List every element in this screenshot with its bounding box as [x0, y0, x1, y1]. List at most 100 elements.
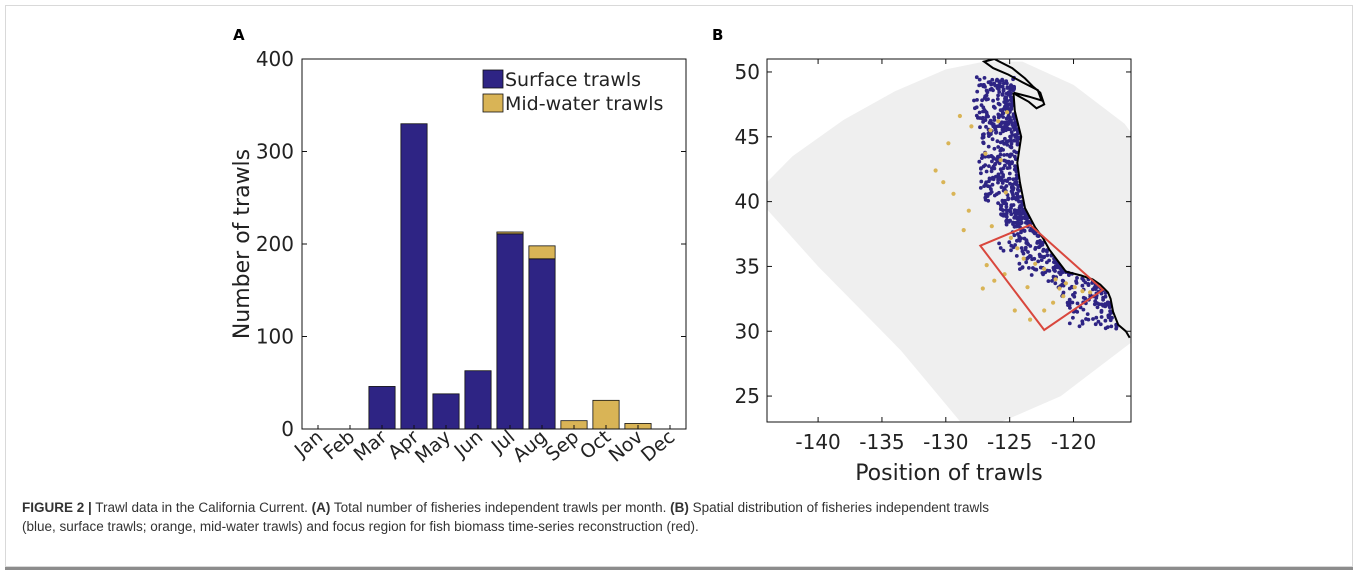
surface-trawl-point [988, 118, 993, 123]
surface-trawl-point [972, 98, 976, 103]
midwater-trawl-point [1028, 317, 1033, 322]
surface-trawl-point [1007, 171, 1012, 176]
surface-trawl-point [1005, 106, 1010, 111]
surface-trawl-point [988, 87, 993, 92]
surface-trawl-point [1005, 139, 1010, 144]
midwater-trawl-point [1003, 190, 1008, 195]
legend-swatch-midwater [482, 93, 504, 113]
surface-trawl-point [998, 203, 1003, 208]
surface-trawl-point [1099, 302, 1104, 307]
x-tick-label: -135 [859, 430, 904, 454]
surface-trawl-point [1080, 276, 1085, 281]
surface-trawl-point [987, 164, 991, 169]
axes-box-b [766, 58, 1132, 423]
surface-trawl-point [992, 162, 997, 167]
surface-trawl-point [1013, 243, 1017, 247]
surface-trawl-point [1009, 189, 1014, 194]
surface-trawl-point [1077, 324, 1082, 329]
surface-trawl-point [1013, 154, 1017, 159]
surface-trawl-point [998, 152, 1003, 157]
midwater-trawl-point [988, 128, 993, 133]
surface-trawl-point [1009, 206, 1013, 211]
midwater-trawl-point [980, 286, 985, 291]
map-chart-b: 25 30 35 40 45 50 -140 -135 -130 -125 -120 Position… [735, 58, 1132, 486]
surface-trawl-point [990, 137, 995, 142]
surface-trawl-point [990, 159, 994, 164]
surface-trawl-point [974, 75, 979, 80]
surface-trawl-point [1009, 203, 1014, 208]
surface-trawl-point [985, 90, 990, 95]
surface-trawl-point [1008, 127, 1012, 132]
surface-trawl-point [1003, 178, 1008, 183]
surface-trawl-point [992, 146, 997, 151]
surface-trawl-point [998, 81, 1002, 85]
surface-trawl-point [1007, 90, 1011, 95]
surface-trawl-point [1052, 268, 1056, 272]
surface-trawl-point [1003, 163, 1007, 168]
x-axis-label: Position of trawls [855, 461, 1043, 486]
midwater-trawl-point [1015, 246, 1020, 251]
surface-trawl-point [1001, 208, 1005, 213]
surface-trawl-point [996, 115, 1001, 120]
surface-trawl-point [1053, 281, 1058, 286]
surface-trawl-point [1006, 159, 1011, 164]
surface-trawl-point [1004, 204, 1009, 209]
surface-trawl-point [974, 105, 979, 110]
surface-trawl-point [987, 154, 991, 159]
surface-trawl-point [1008, 152, 1013, 157]
surface-trawl-point [1047, 258, 1051, 263]
surface-trawl-point [1053, 264, 1058, 269]
surface-trawl-point [1015, 232, 1020, 236]
midwater-trawl-point [1008, 235, 1014, 240]
surface-trawl-point [1036, 259, 1041, 264]
surface-trawl-point [1014, 169, 1019, 174]
y-tick-label: 45 [735, 125, 760, 149]
surface-trawl-point [1047, 269, 1052, 273]
surface-trawl-point [1045, 253, 1050, 258]
y-tick-label: 400 [256, 47, 294, 71]
bar-midwater-oct [592, 399, 620, 430]
surface-trawl-point [991, 104, 996, 109]
midwater-trawl-point [969, 124, 974, 129]
surface-trawl-point [1041, 247, 1046, 252]
surface-trawl-point [1106, 313, 1111, 318]
surface-trawl-point [1017, 215, 1021, 219]
surface-trawl-point [990, 166, 994, 171]
surface-trawl-point [994, 130, 998, 135]
caption-text-2: Total number of fisheries independent tr… [330, 500, 671, 515]
surface-trawl-point [1000, 139, 1005, 144]
midwater-trawl-point [998, 158, 1003, 163]
surface-trawl-point [1001, 148, 1005, 152]
y-axis-label: Number of trawls [230, 149, 255, 339]
surface-trawl-point [1046, 279, 1051, 283]
surface-trawl-point [1012, 127, 1017, 132]
midwater-trawl-point [1063, 281, 1068, 286]
surface-trawl-point [1002, 158, 1007, 163]
surface-trawl-point [1061, 290, 1066, 295]
surface-trawl-point [975, 98, 979, 102]
surface-trawl-point [996, 180, 1000, 185]
surface-trawl-point [983, 154, 988, 159]
surface-trawl-point [1058, 272, 1063, 277]
surface-trawl-point [981, 105, 986, 110]
surface-trawl-point [996, 93, 1000, 98]
surface-trawl-point [1005, 166, 1010, 171]
surface-trawl-point [982, 83, 986, 87]
midwater-trawl-point [951, 191, 956, 196]
surface-trawl-point [1012, 224, 1017, 229]
midwater-trawl-point [1033, 261, 1038, 266]
panel-a-label: A [233, 26, 245, 44]
surface-trawl-point [1103, 294, 1108, 299]
surface-trawl-point [1039, 258, 1044, 262]
surface-trawl-point [1108, 318, 1113, 323]
caption-label: FIGURE 2 | [22, 500, 92, 515]
surface-trawl-point [1008, 95, 1013, 99]
surface-trawl-point [1026, 250, 1030, 254]
surface-trawl-point [1040, 271, 1045, 275]
surface-trawl-point [1014, 254, 1019, 258]
surface-trawl-point [1002, 120, 1007, 125]
surface-trawl-point [1114, 324, 1119, 329]
surface-trawl-point [1008, 138, 1013, 143]
midwater-trawl-point [1042, 308, 1047, 313]
midwater-trawl-point [1051, 300, 1056, 305]
